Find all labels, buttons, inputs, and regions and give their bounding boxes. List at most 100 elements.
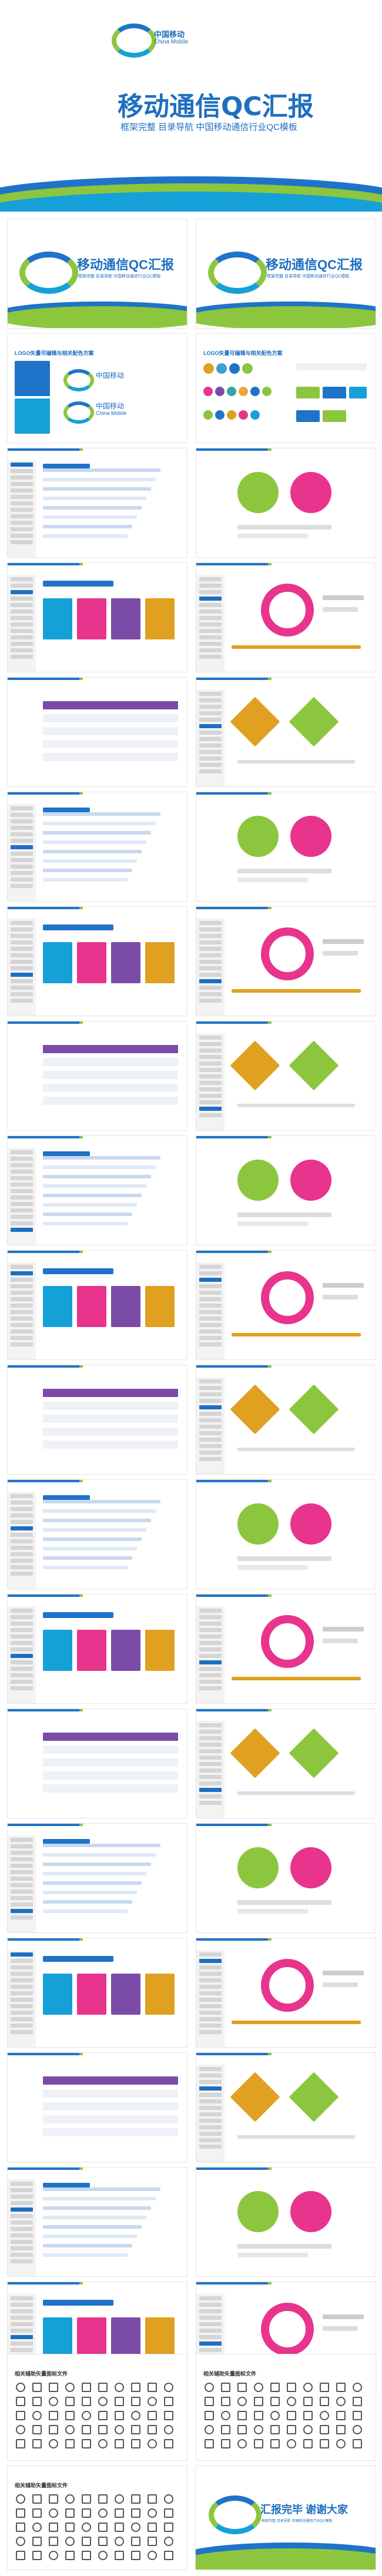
content-slide-thumbnail[interactable] [7, 1135, 187, 1245]
content-slide-thumbnail[interactable] [196, 2052, 376, 2162]
content-slide-thumbnail[interactable] [7, 1250, 187, 1360]
slide-graphic [43, 525, 132, 528]
slide-ending[interactable]: 汇报完毕 谢谢大家 框架完整 目录导航 中国移动通信行业QC模板 [195, 2466, 376, 2570]
content-slide-thumbnail[interactable] [196, 1135, 376, 1245]
slide-graphic [290, 1503, 331, 1545]
content-slide-thumbnail[interactable] [196, 1594, 376, 1704]
content-slide-thumbnail[interactable] [7, 2167, 187, 2277]
content-slide-thumbnail[interactable] [196, 1709, 376, 1818]
vector-icon [16, 2523, 25, 2532]
slide-graphic [43, 2115, 178, 2123]
vector-icon [205, 2411, 214, 2420]
cover-title: 移动通信QC汇报 [118, 92, 314, 122]
slide-cover-subtitle: 框架完整 目录导航 中国移动通信行业QC模板 [78, 274, 161, 279]
brand-cn-label: 中国移动 [96, 371, 125, 380]
slide-graphic [43, 1184, 146, 1188]
slide-vector-icons-1[interactable]: 相关辅助矢量图标文件 [7, 2354, 187, 2461]
slide-nav-sidebar [196, 1033, 224, 1130]
slide-graphic [237, 1556, 331, 1561]
slide-cover-small[interactable]: 移动通信QC汇报 框架完整 目录导航 中国移动通信行业QC模板 [7, 219, 187, 329]
slide-graphic [237, 525, 331, 530]
slide-logo-scheme[interactable]: LOGO矢量可编辑与相关配色方案 中国移动 中国移动 China Mobile [7, 333, 187, 443]
content-slide-thumbnail[interactable] [196, 1479, 376, 1589]
vector-icon [82, 2523, 91, 2532]
vector-icon [65, 2439, 75, 2448]
slide-graphic [43, 1222, 128, 1225]
slide-graphic [77, 598, 106, 639]
content-slide-thumbnail[interactable] [196, 906, 376, 1016]
slide-header-bar [8, 1136, 187, 1138]
slide-header-bar [8, 907, 187, 909]
content-slide-thumbnail[interactable] [7, 448, 187, 558]
slide-graphic [237, 1909, 308, 1914]
slide-header-bar [196, 563, 376, 565]
vector-icon [270, 2425, 280, 2434]
vector-icon [336, 2383, 346, 2392]
slide-graphic [261, 1271, 314, 1324]
vector-icon [98, 2494, 108, 2504]
slide-logo-colors[interactable]: LOGO矢量可编辑与相关配色方案 [196, 333, 376, 443]
content-slide-thumbnail[interactable] [196, 2167, 376, 2277]
vector-icon [32, 2397, 42, 2406]
slide-cover-small-2[interactable]: 移动通信QC汇报 框架完整 目录导航 中国移动通信行业QC模板 [196, 219, 376, 329]
content-slide-thumbnail[interactable] [7, 1823, 187, 1933]
slide-graphic [43, 1900, 132, 1904]
slide-graphic [43, 1556, 132, 1560]
slide-graphic [289, 696, 339, 747]
vector-icon [16, 2494, 25, 2504]
content-slide-thumbnail[interactable] [7, 792, 187, 902]
slide-graphic [323, 1971, 364, 1975]
slide-nav-sidebar [196, 575, 224, 672]
vector-icon [205, 2383, 214, 2392]
vector-icon [32, 2508, 42, 2518]
slide-vector-icons-2[interactable]: 相关辅助矢量图标文件 [196, 2354, 376, 2461]
content-slide-thumbnail[interactable] [196, 1823, 376, 1933]
content-slide-thumbnail[interactable] [7, 1709, 187, 1818]
content-slide-thumbnail[interactable] [196, 1021, 376, 1131]
slide-graphic [77, 1630, 106, 1671]
vector-icon [65, 2383, 75, 2392]
content-slide-thumbnail[interactable] [7, 1021, 187, 1131]
vector-icon [254, 2411, 263, 2420]
content-slide-thumbnail[interactable] [196, 1250, 376, 1360]
slide-header-bar [196, 448, 376, 451]
brand-cn: 中国移动 [154, 30, 185, 39]
content-slide-thumbnail[interactable] [7, 1938, 187, 2048]
slide-graphic [43, 2206, 151, 2210]
slide-header-bar [8, 1824, 187, 1826]
slide-graphic [261, 927, 314, 980]
slide-graphic [43, 878, 128, 882]
slide-graphic [43, 1286, 72, 1327]
content-slide-thumbnail[interactable] [7, 677, 187, 787]
slide-graphic [43, 714, 178, 722]
content-slide-thumbnail[interactable] [196, 562, 376, 672]
slide-graphic [43, 1428, 178, 1436]
slide-graphic [43, 2128, 178, 2136]
content-slide-thumbnail[interactable] [7, 2052, 187, 2162]
slide-nav-sidebar [8, 1835, 36, 1932]
china-mobile-logo-icon [208, 252, 267, 294]
content-slide-thumbnail[interactable] [7, 1594, 187, 1704]
content-slide-thumbnail[interactable] [7, 1479, 187, 1589]
slide-header-bar [8, 792, 187, 795]
content-slide-thumbnail[interactable] [196, 1938, 376, 2048]
slide-nav-sidebar [8, 1950, 36, 2047]
content-slide-thumbnail[interactable] [7, 1365, 187, 1475]
slide-graphic [43, 1519, 151, 1522]
slide-header-bar [8, 448, 187, 451]
content-slide-thumbnail[interactable] [196, 677, 376, 787]
slide-graphic [43, 1045, 178, 1053]
vector-icon [148, 2425, 157, 2434]
content-slide-thumbnail[interactable] [196, 792, 376, 902]
content-slide-thumbnail[interactable] [196, 1365, 376, 1475]
slide-vector-icons-3[interactable]: 相关辅助矢量图标文件 [7, 2466, 187, 2570]
content-slide-thumbnail[interactable] [7, 562, 187, 672]
content-slide-thumbnail[interactable] [7, 906, 187, 1016]
slide-graphic [261, 1959, 314, 2012]
vector-icon [32, 2551, 42, 2560]
slide-graphic [43, 1537, 142, 1541]
content-slide-thumbnail[interactable] [196, 448, 376, 558]
slide-graphic [43, 1441, 178, 1449]
slide-graphic [111, 2317, 140, 2359]
slide-graphic [43, 515, 137, 519]
